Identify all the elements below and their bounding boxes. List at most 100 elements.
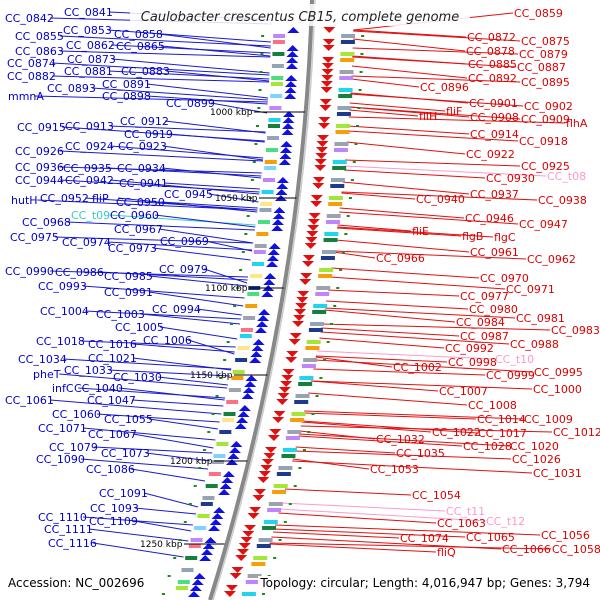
gene-label-right[interactable]: CC_0859 xyxy=(514,7,563,20)
gene-label-left[interactable]: CC_1109 xyxy=(89,515,138,528)
gene-label-left[interactable]: CC_0973 xyxy=(108,242,157,255)
gene-label-right[interactable]: CC_0962 xyxy=(527,253,576,266)
gene-label-left[interactable]: CC_0926 xyxy=(15,145,64,158)
gene-label-right[interactable]: CC_1035 xyxy=(396,447,445,460)
gene-label-right[interactable]: CC_0940 xyxy=(416,193,465,206)
gene-label-right[interactable]: CC_0896 xyxy=(420,81,469,94)
gene-label-right[interactable]: CC_0887 xyxy=(517,61,566,74)
gene-label-right[interactable]: CC_1054 xyxy=(412,489,461,502)
gene-label-left[interactable]: fliP xyxy=(92,192,109,205)
gene-label-left[interactable]: CC_0994 xyxy=(152,303,201,316)
gene-label-right[interactable]: CC_1066 xyxy=(502,543,551,556)
gene-label-left[interactable]: CC_0986 xyxy=(55,266,104,279)
gene-label-right[interactable]: CC_0878 xyxy=(466,45,515,58)
gene-label-right[interactable]: flgC xyxy=(494,231,516,244)
gene-label-right[interactable]: CC_0901 xyxy=(469,97,518,110)
gene-label-left[interactable]: CC_1004 xyxy=(40,305,89,318)
gene-label-right[interactable]: CC_0961 xyxy=(470,246,519,259)
gene-label-right[interactable]: CC_0998 xyxy=(448,356,497,369)
gene-label-left[interactable]: CC_1110 xyxy=(38,511,87,524)
gene-label-right[interactable]: CC_1014 xyxy=(477,413,526,426)
gene-label-right[interactable]: CC_0908 xyxy=(470,111,519,124)
gene-label-left[interactable]: CC_0913 xyxy=(65,120,114,133)
gene-label-right[interactable]: CC_1031 xyxy=(533,467,582,480)
gene-label-left[interactable]: CC_0979 xyxy=(159,263,208,276)
gene-label-right[interactable]: CC_1022 xyxy=(432,426,481,439)
gene-label-right[interactable]: CC_0892 xyxy=(468,72,517,85)
gene-label-left[interactable]: CC_0942 xyxy=(65,174,114,187)
gene-label-right[interactable]: CC_1028 xyxy=(463,440,512,453)
gene-label-right[interactable]: CC_0983 xyxy=(551,324,600,337)
gene-label-left[interactable]: CC_0993 xyxy=(38,280,87,293)
gene-label-left[interactable]: CC_0935 xyxy=(63,162,112,175)
gene-label-right[interactable]: CC_t12 xyxy=(486,515,525,528)
gene-label-left[interactable]: hutH xyxy=(11,194,38,207)
gene-label-left[interactable]: CC_1091 xyxy=(99,487,148,500)
gene-label-right[interactable]: flhA xyxy=(566,117,588,130)
gene-label-left[interactable]: CC_1005 xyxy=(115,321,164,334)
gene-label-left[interactable]: CC_0967 xyxy=(114,223,163,236)
gene-label-left[interactable]: CC_1093 xyxy=(90,502,139,515)
gene-label-left[interactable]: CC_1111 xyxy=(44,523,93,536)
gene-label-right[interactable]: CC_1065 xyxy=(466,531,515,544)
gene-label-left[interactable]: CC_1071 xyxy=(38,422,87,435)
gene-label-left[interactable]: CC_1034 xyxy=(18,353,67,366)
gene-label-right[interactable]: fliH xyxy=(419,110,437,123)
gene-label-right[interactable]: CC_0995 xyxy=(534,366,583,379)
gene-label-left[interactable]: CC_0898 xyxy=(102,90,151,103)
gene-label-right[interactable]: CC_0970 xyxy=(480,272,529,285)
gene-label-left[interactable]: CC_1033 xyxy=(64,364,113,377)
gene-label-left[interactable]: CC_0974 xyxy=(62,236,111,249)
gene-label-right[interactable]: CC_1020 xyxy=(510,440,559,453)
gene-label-right[interactable]: fliQ xyxy=(437,546,456,559)
gene-label-left[interactable]: CC_1040 xyxy=(74,382,123,395)
gene-label-left[interactable]: CC_1061 xyxy=(5,394,54,407)
gene-label-right[interactable]: CC_1017 xyxy=(478,427,527,440)
gene-label-left[interactable]: CC_1003 xyxy=(96,308,145,321)
gene-label-left[interactable]: CC_0855 xyxy=(15,30,64,43)
gene-label-left[interactable]: CC_0960 xyxy=(110,209,159,222)
gene-label-right[interactable]: CC_0922 xyxy=(466,148,515,161)
gene-label-left[interactable]: CC_0882 xyxy=(7,70,56,83)
gene-label-right[interactable]: CC_0946 xyxy=(465,212,514,225)
gene-label-right[interactable]: CC_0902 xyxy=(524,100,573,113)
gene-label-right[interactable]: CC_1012 xyxy=(553,426,600,439)
gene-label-right[interactable]: CC_0977 xyxy=(460,290,509,303)
gene-label-left[interactable]: CC_1030 xyxy=(113,371,162,384)
gene-label-right[interactable]: CC_0981 xyxy=(516,312,565,325)
gene-label-left[interactable]: CC_0862 xyxy=(66,39,115,52)
gene-label-left[interactable]: CC_0969 xyxy=(160,235,209,248)
gene-label-right[interactable]: CC_1002 xyxy=(393,361,442,374)
gene-label-right[interactable]: CC_0918 xyxy=(519,135,568,148)
gene-label-right[interactable]: CC_0885 xyxy=(468,58,517,71)
gene-label-left[interactable]: CC_1116 xyxy=(48,537,97,550)
gene-label-left[interactable]: CC_0841 xyxy=(64,6,113,19)
gene-label-right[interactable]: CC_1009 xyxy=(524,413,573,426)
gene-label-left[interactable]: CC_0950 xyxy=(116,196,165,209)
gene-label-left[interactable]: CC_0975 xyxy=(10,231,59,244)
gene-label-left[interactable]: CC_0941 xyxy=(119,177,168,190)
gene-label-left[interactable]: CC_0873 xyxy=(67,53,116,66)
gene-label-left[interactable]: CC_1067 xyxy=(88,428,137,441)
gene-label-right[interactable]: CC_0930 xyxy=(486,172,535,185)
gene-label-left[interactable]: CC_0883 xyxy=(121,65,170,78)
gene-label-right[interactable]: CC_0966 xyxy=(376,252,425,265)
gene-label-right[interactable]: CC_0872 xyxy=(467,31,516,44)
gene-label-left[interactable]: CC_0968 xyxy=(22,216,71,229)
gene-label-right[interactable]: CC_0925 xyxy=(521,160,570,173)
gene-label-right[interactable]: CC_0914 xyxy=(470,128,519,141)
gene-label-left[interactable]: CC_1090 xyxy=(36,453,85,466)
gene-label-left[interactable]: CC_0919 xyxy=(124,128,173,141)
gene-label-left[interactable]: CC_1073 xyxy=(101,447,150,460)
gene-label-right[interactable]: CC_0947 xyxy=(519,218,568,231)
gene-label-right[interactable]: CC_0895 xyxy=(521,76,570,89)
gene-label-left[interactable]: CC_0912 xyxy=(120,115,169,128)
gene-label-right[interactable]: CC_0909 xyxy=(521,113,570,126)
gene-label-left[interactable]: CC_0853 xyxy=(63,24,112,37)
gene-label-left[interactable]: CC_1021 xyxy=(88,352,137,365)
gene-label-left[interactable]: CC_t09 xyxy=(71,209,110,222)
gene-label-right[interactable]: CC_0875 xyxy=(521,35,570,48)
gene-label-left[interactable]: CC_0923 xyxy=(118,140,167,153)
gene-label-left[interactable]: CC_1018 xyxy=(36,335,85,348)
gene-label-left[interactable]: CC_0891 xyxy=(102,78,151,91)
